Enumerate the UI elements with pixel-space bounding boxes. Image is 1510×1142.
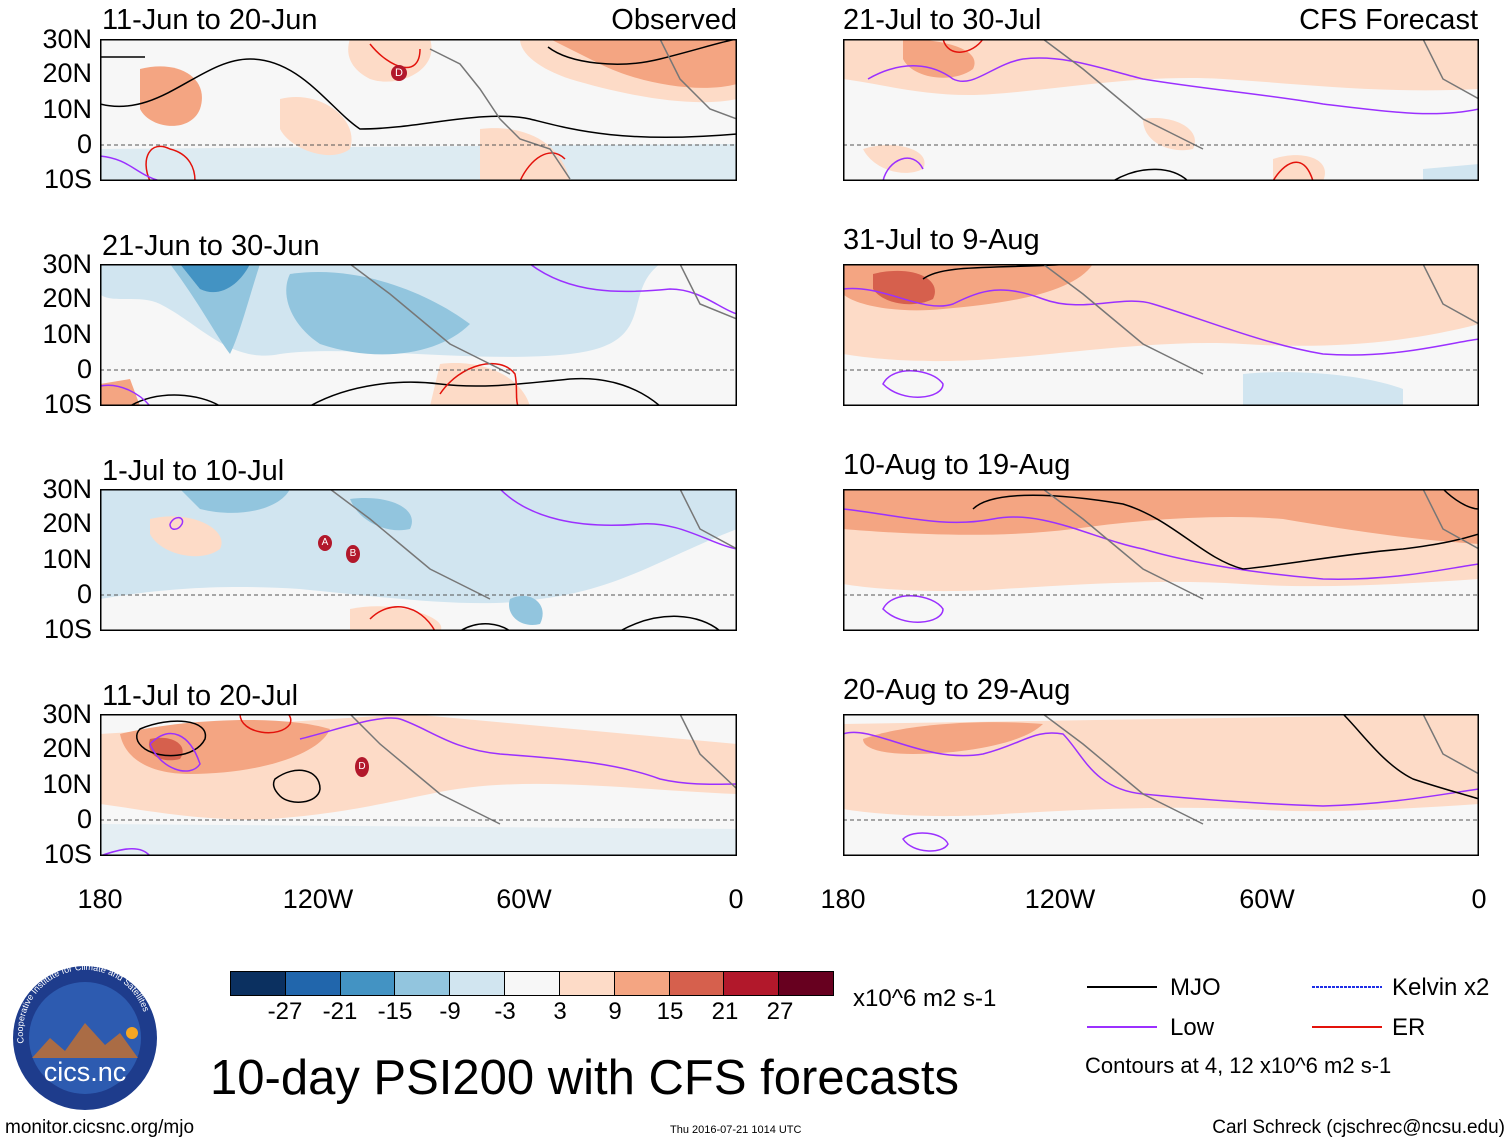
- colorbar-swatch: [559, 972, 615, 995]
- lat-label: 20N: [42, 283, 92, 313]
- lat-label: 30N: [42, 24, 92, 54]
- panel-corner-label: CFS Forecast: [1299, 4, 1478, 36]
- lon-label: 180: [820, 884, 866, 914]
- colorbar-label: -3: [494, 998, 516, 1025]
- map-panel: [100, 39, 737, 181]
- map-panel: [100, 264, 737, 406]
- legend-contours-note: Contours at 4, 12 x10^6 m2 s-1: [1085, 1053, 1392, 1078]
- legend-line-er: [1312, 1026, 1382, 1028]
- colorbar-swatch: [779, 972, 833, 995]
- legend-line-low: [1087, 1026, 1157, 1028]
- footer-author: Carl Schreck (cjschrec@ncsu.edu): [1212, 1117, 1505, 1138]
- legend-line-mjo: [1087, 986, 1157, 988]
- colorbar-label: 3: [553, 998, 567, 1025]
- panel-title: 10-Aug to 19-Aug: [843, 449, 1071, 481]
- colorbar-units: x10^6 m2 s-1: [853, 985, 997, 1012]
- lat-label: 0: [76, 804, 92, 834]
- panel-title: 1-Jul to 10-Jul: [102, 455, 285, 487]
- legend-label-mjo: MJO: [1170, 974, 1221, 1001]
- lat-label: 20N: [42, 58, 92, 88]
- lat-label: 30N: [42, 474, 92, 504]
- lon-label: 0: [728, 884, 744, 914]
- legend-label-low: Low: [1170, 1014, 1215, 1041]
- sun-icon: [126, 1027, 138, 1039]
- map-panel: [843, 489, 1479, 631]
- lat-label: 20N: [42, 733, 92, 763]
- map-panel: [843, 714, 1479, 856]
- figure-title: 10-day PSI200 with CFS forecasts: [210, 1051, 959, 1105]
- lat-label: 10N: [42, 769, 92, 799]
- map-panel: [843, 39, 1479, 181]
- colorbar-label: 21: [711, 998, 739, 1025]
- lat-label: 10S: [43, 839, 92, 869]
- colorbar-swatch: [724, 972, 780, 995]
- storm-marker: D: [391, 65, 407, 81]
- lat-label: 10S: [43, 614, 92, 644]
- lon-label: 180: [77, 884, 123, 914]
- colorbar-swatch: [505, 972, 560, 995]
- storm-marker: D: [355, 757, 369, 777]
- lat-label: 10S: [43, 389, 92, 419]
- colorbar-label: 27: [766, 998, 794, 1025]
- lat-label: 20N: [42, 508, 92, 538]
- colorbar-swatch: [340, 972, 396, 995]
- panel-title: 21-Jun to 30-Jun: [102, 230, 320, 262]
- colorbar-swatch: [669, 972, 725, 995]
- colorbar-swatch: [231, 972, 286, 995]
- map-panel: [100, 714, 737, 856]
- lon-label: 0: [1471, 884, 1487, 914]
- lat-label: 0: [76, 579, 92, 609]
- panel-title: 11-Jul to 20-Jul: [102, 680, 299, 712]
- legend-label-er: ER: [1392, 1014, 1426, 1041]
- lat-label: 10N: [42, 94, 92, 124]
- storm-marker: B: [346, 545, 360, 563]
- lat-label: 0: [76, 129, 92, 159]
- panel-title: 21-Jul to 30-Jul: [843, 4, 1042, 36]
- lat-label: 30N: [42, 249, 92, 279]
- panel-corner-label: Observed: [611, 4, 737, 36]
- colorbar-label: -21: [322, 998, 358, 1025]
- legend-label-kelvin: Kelvin x2: [1392, 974, 1490, 1001]
- panel-title: 11-Jun to 20-Jun: [102, 4, 318, 36]
- colorbar-label: -9: [439, 998, 461, 1025]
- footer-url[interactable]: monitor.cicsnc.org/mjo: [5, 1117, 195, 1138]
- colorbar: [230, 971, 834, 996]
- map-panel: [100, 489, 737, 631]
- panel-title: 31-Jul to 9-Aug: [843, 224, 1040, 256]
- lat-label: 10N: [42, 544, 92, 574]
- lon-label: 120W: [1024, 884, 1096, 914]
- lat-label: 10S: [43, 164, 92, 194]
- lon-label: 60W: [496, 884, 552, 914]
- logo-text: cics.nc: [44, 1057, 127, 1087]
- lat-label: 10N: [42, 319, 92, 349]
- colorbar-swatch: [450, 972, 506, 995]
- colorbar-label: -27: [267, 998, 303, 1025]
- colorbar-label: 9: [608, 998, 622, 1025]
- lon-label: 120W: [282, 884, 354, 914]
- colorbar-label: 15: [656, 998, 684, 1025]
- panel-title: 20-Aug to 29-Aug: [843, 674, 1071, 706]
- lat-label: 0: [76, 354, 92, 384]
- colorbar-swatch: [614, 972, 670, 995]
- legend-line-kelvin: [1312, 986, 1382, 988]
- map-panel: [843, 264, 1479, 406]
- cics-logo: cics.nc Cooperative Institute for Climat…: [13, 963, 157, 1110]
- storm-marker: A: [318, 535, 332, 551]
- colorbar-swatch: [395, 972, 451, 995]
- lat-label: 30N: [42, 699, 92, 729]
- lon-label: 60W: [1239, 884, 1295, 914]
- colorbar-label: -15: [377, 998, 413, 1025]
- footer-timestamp: Thu 2016-07-21 1014 UTC: [670, 1124, 802, 1136]
- colorbar-swatch: [285, 972, 341, 995]
